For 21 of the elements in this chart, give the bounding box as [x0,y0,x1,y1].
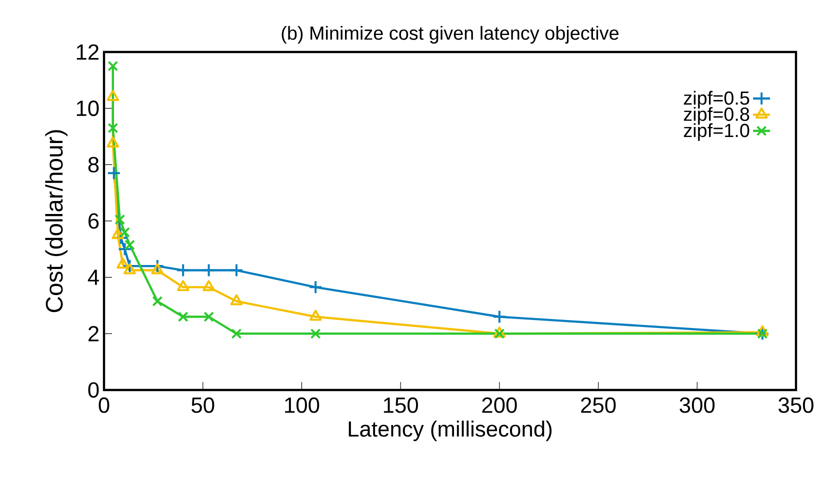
x-tick-label: 350 [778,397,814,413]
y-tick-label: 0 [88,382,99,398]
x-tick-label: 300 [680,397,715,413]
legend-label: zipf=0.8 [684,107,750,125]
y-tick-label: 10 [76,100,99,116]
y-tick-label: 4 [88,270,99,285]
x-tick-label: 50 [192,397,214,413]
x-axis-title: Latency (millisecond) [348,420,552,442]
y-tick-label: 12 [76,44,98,60]
x-tick-label: 150 [384,397,418,413]
y-tick-label: 6 [88,213,99,229]
x-tick-label: 0 [98,397,110,413]
x-tick-label: 100 [285,397,320,413]
y-tick-label: 2 [88,326,98,342]
legend-label: zipf=1.0 [684,123,750,141]
legend-label: zipf=0.5 [684,90,750,109]
chart-title: (b) Minimize cost given latency objective [282,26,618,44]
y-tick-label: 8 [88,156,99,172]
x-tick-label: 250 [581,397,616,413]
y-axis-title: Cost (dollar/hour) [45,130,68,312]
x-tick-label: 200 [482,397,517,413]
